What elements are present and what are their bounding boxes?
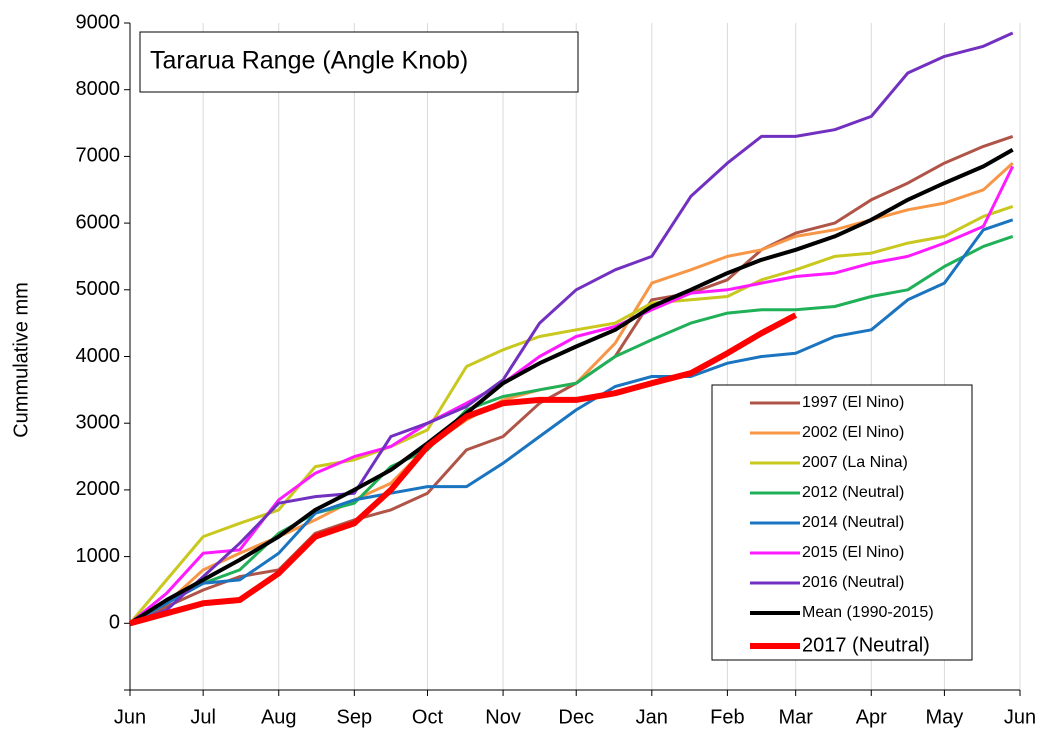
x-tick-label: Aug <box>261 706 297 728</box>
series-line <box>128 204 1014 625</box>
x-tick-label: Jun <box>1004 706 1036 728</box>
y-tick-label: 9000 <box>76 11 121 33</box>
y-tick-label: 6000 <box>76 211 121 233</box>
x-tick-label: May <box>926 706 964 728</box>
series-line <box>129 218 1014 625</box>
y-tick-label: 2000 <box>76 478 121 500</box>
x-tick-label: Sep <box>337 706 373 728</box>
legend-label: 2016 (Neutral) <box>802 574 904 591</box>
legend-label: 2017 (Neutral) <box>802 634 930 656</box>
x-tick-label: Jul <box>190 706 216 728</box>
series-line <box>128 147 1014 625</box>
y-tick-label: 3000 <box>76 411 121 433</box>
series-line <box>129 234 1014 625</box>
legend-label: 2012 (Neutral) <box>802 484 904 501</box>
x-tick-label: Dec <box>558 706 594 728</box>
series-line <box>129 312 798 627</box>
title-box <box>139 31 579 93</box>
x-tick-label: Feb <box>710 706 744 728</box>
legend-label: 2007 (La Nina) <box>802 454 908 471</box>
y-tick-label: 4000 <box>76 345 121 367</box>
x-tick-label: Mar <box>778 706 813 728</box>
x-tick-label: Nov <box>485 706 521 728</box>
legend-label: 2002 (El Nino) <box>802 424 904 441</box>
legend-label: 2015 (El Nino) <box>802 544 904 561</box>
x-tick-label: Apr <box>856 706 887 728</box>
y-tick-label: 7000 <box>76 145 121 167</box>
x-tick-label: Jan <box>636 706 668 728</box>
x-tick-label: Oct <box>412 706 444 728</box>
y-tick-label: 1000 <box>76 545 121 567</box>
y-tick-label: 5000 <box>76 278 121 300</box>
x-tick-label: Jun <box>114 706 146 728</box>
chart-title: Tararua Range (Angle Knob) <box>150 47 468 75</box>
y-tick-label: 8000 <box>76 78 121 100</box>
y-axis-label: Cummulative mm <box>10 282 32 438</box>
series-line <box>129 31 1014 625</box>
y-tick-label: 0 <box>109 612 120 634</box>
legend-label: 2014 (Neutral) <box>802 514 904 531</box>
legend-label: 1997 (El Nino) <box>802 394 904 411</box>
series-line <box>129 165 1015 625</box>
legend-label: Mean (1990-2015) <box>802 604 934 621</box>
